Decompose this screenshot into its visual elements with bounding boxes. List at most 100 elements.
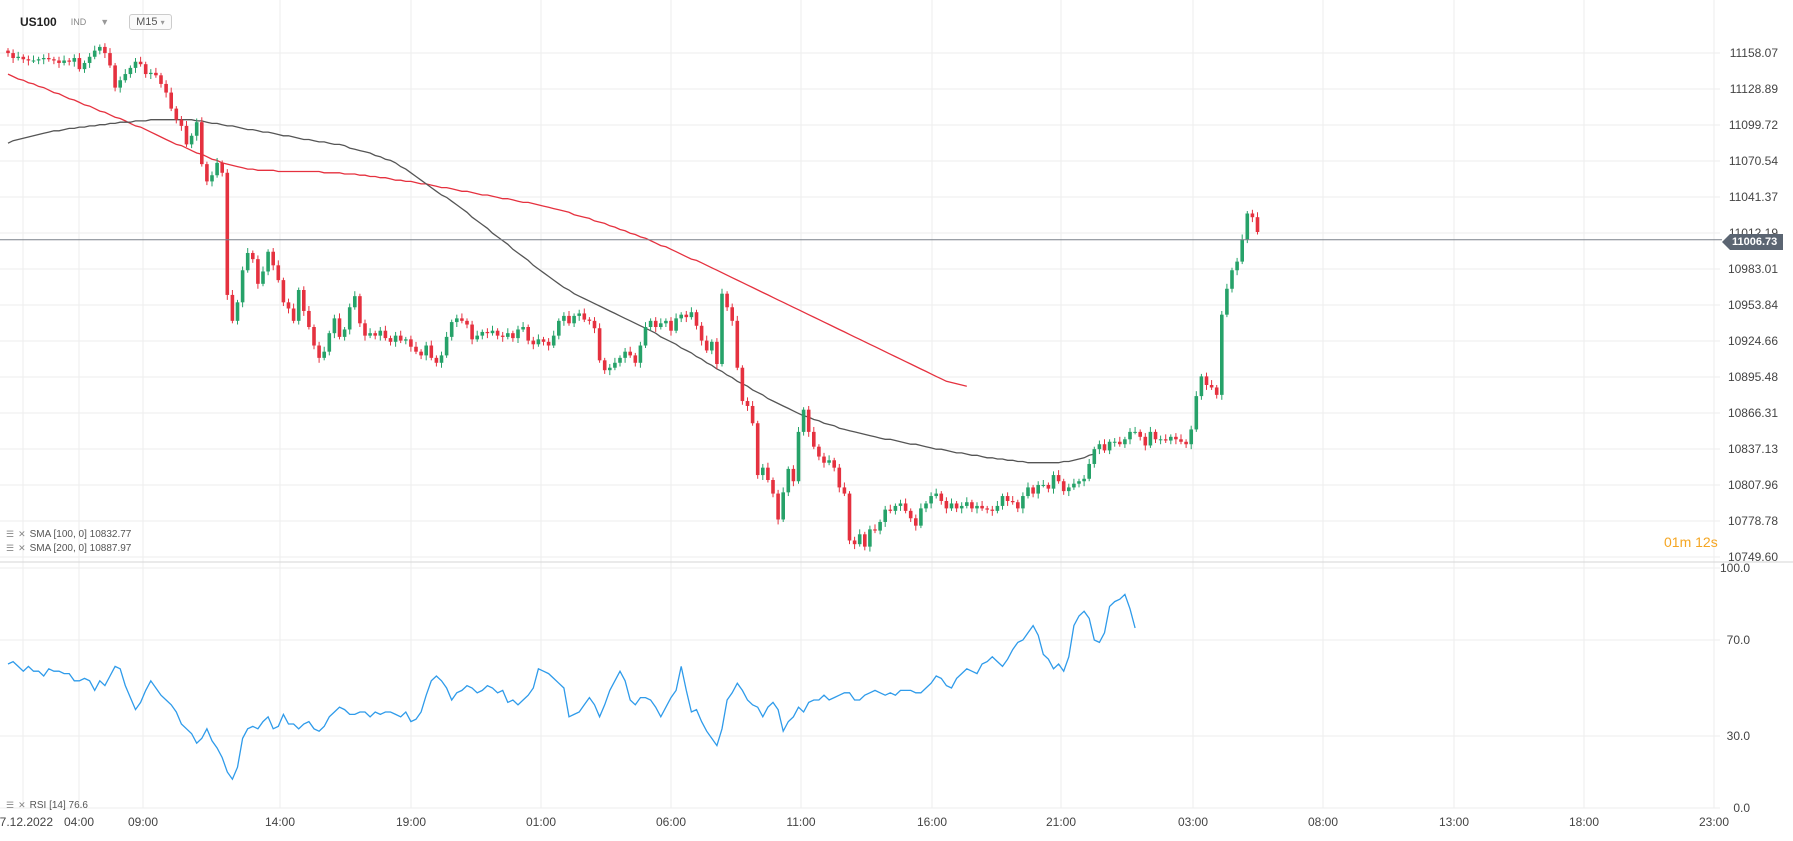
candle-body <box>332 318 337 334</box>
candle-body <box>1107 441 1112 451</box>
close-icon[interactable]: ✕ <box>18 543 26 553</box>
candle-body <box>1179 439 1183 442</box>
candle-body <box>1235 261 1239 271</box>
sma-200-path <box>7 73 967 387</box>
candle-body <box>87 56 92 63</box>
candle-body <box>1199 376 1204 397</box>
candle-body <box>465 320 469 325</box>
candle-body <box>761 467 765 476</box>
candle-body <box>669 320 673 331</box>
legend-sma100[interactable]: ☰ ✕ SMA [100, 0] 10832.77 <box>6 529 131 540</box>
candle-body <box>174 108 179 120</box>
time-axis[interactable]: 27.12.2022 04:00 09:00 14:00 19:00 01:00 06:00… <box>0 815 1729 829</box>
candle-body <box>1118 441 1122 445</box>
chart-header: US100 IND ▼ M15 ▾ <box>20 14 172 30</box>
candle-body <box>302 289 306 311</box>
price-axis[interactable]: 11158.07 11128.89 11099.72 11070.54 11041.37… <box>1728 46 1778 564</box>
close-icon[interactable]: ✕ <box>18 529 26 539</box>
rsi-tick-label: 0.0 <box>1733 801 1750 815</box>
candle-body <box>1112 441 1117 443</box>
candle-body <box>373 333 377 336</box>
candle-body <box>572 315 576 324</box>
candle-body <box>1220 314 1224 395</box>
candle-body <box>995 505 1000 511</box>
candle-body <box>608 367 612 371</box>
candle-body <box>36 59 41 61</box>
legend-sma200[interactable]: ☰ ✕ SMA [200, 0] 10887.97 <box>6 543 131 554</box>
candle-body <box>327 333 332 352</box>
candle-body <box>1026 487 1030 497</box>
candle-body <box>623 351 627 358</box>
candle-body <box>847 493 852 541</box>
candle-body <box>944 500 949 509</box>
candle-body <box>189 135 194 145</box>
price-tick-label: 10778.78 <box>1728 514 1778 528</box>
candle-body <box>123 74 128 81</box>
settings-icon[interactable]: ☰ <box>6 543 15 553</box>
candle-body <box>516 329 520 339</box>
candle-body <box>322 351 326 358</box>
candle-body <box>103 46 107 54</box>
candle-body <box>883 509 887 522</box>
chevron-down-icon: ▾ <box>160 18 165 27</box>
settings-icon[interactable]: ☰ <box>6 800 15 810</box>
candle-body <box>740 367 745 402</box>
candle-body <box>679 314 683 319</box>
candle-body <box>149 72 153 75</box>
candle-body <box>154 72 158 76</box>
candle-body <box>873 529 877 531</box>
candle-body <box>1000 496 1005 506</box>
symbol-label[interactable]: US100 <box>20 15 57 29</box>
candle-body <box>1072 483 1076 488</box>
candle-body <box>1082 478 1086 482</box>
candle-body <box>200 122 204 165</box>
candle-body <box>857 534 862 545</box>
close-icon[interactable]: ✕ <box>18 800 26 810</box>
candle-body <box>546 341 551 346</box>
candle-body <box>806 409 811 432</box>
legend-rsi[interactable]: ☰ ✕ RSI [14] 76.6 <box>6 800 88 811</box>
time-tick-label: 03:00 <box>1178 815 1208 829</box>
candle-body <box>378 330 383 336</box>
rsi-tick-label: 100.0 <box>1720 561 1750 575</box>
candle-body <box>613 362 617 368</box>
price-tick-label: 10749.60 <box>1728 550 1778 564</box>
candle-body <box>143 64 148 75</box>
time-tick-label: 19:00 <box>396 815 426 829</box>
candle-body <box>444 336 449 356</box>
candle-body <box>954 503 959 509</box>
candle-body <box>791 468 796 482</box>
candle-body <box>735 320 740 368</box>
candle-body <box>118 80 122 88</box>
candle-body <box>1143 436 1148 446</box>
candle-body <box>567 315 571 324</box>
chevron-down-icon[interactable]: ▼ <box>100 17 110 27</box>
candle-body <box>1214 387 1219 395</box>
candle-body <box>383 330 388 339</box>
candle-body <box>536 339 541 345</box>
candle-body <box>347 307 352 330</box>
candle-body <box>919 508 923 526</box>
timeframe-select[interactable]: M15 ▾ <box>129 14 172 30</box>
candle-body <box>439 355 444 363</box>
rsi-line <box>7 593 1136 781</box>
candle-body <box>817 446 821 457</box>
time-tick-label: 23:00 <box>1699 815 1729 829</box>
settings-icon[interactable]: ☰ <box>6 529 15 539</box>
price-tick-label: 10866.31 <box>1728 406 1778 420</box>
time-tick-label: 13:00 <box>1439 815 1469 829</box>
candlestick-series <box>6 43 1260 552</box>
rsi-axis[interactable]: 100.0 70.0 30.0 0.0 <box>1720 561 1750 815</box>
candle-body <box>1036 484 1040 494</box>
candle-body <box>434 357 439 363</box>
instrument-type: IND <box>70 17 87 27</box>
candle-body <box>1005 496 1010 501</box>
candle-body <box>194 122 199 136</box>
candle-body <box>1169 436 1173 441</box>
candle-body <box>276 265 281 281</box>
candle-body <box>1194 396 1199 430</box>
candle-body <box>648 320 653 328</box>
candle-body <box>827 460 831 463</box>
candle-body <box>694 312 699 326</box>
